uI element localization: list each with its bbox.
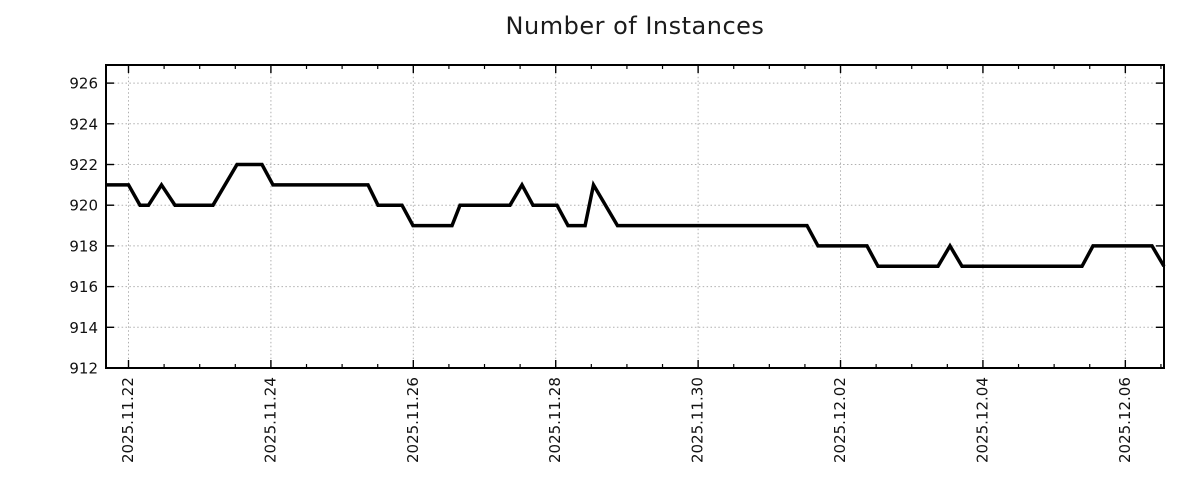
y-tick-label: 926 <box>69 75 98 93</box>
y-tick-label: 918 <box>69 237 98 255</box>
x-tick-label: 2025.11.30 <box>689 377 707 463</box>
y-tick-label: 914 <box>69 319 98 337</box>
x-tick-label: 2025.12.02 <box>831 377 849 463</box>
series-group <box>106 162 1166 269</box>
plot-border <box>105 64 1165 369</box>
y-tick-label: 912 <box>69 360 98 378</box>
y-tick-label: 920 <box>69 197 98 215</box>
y-tick-label: 916 <box>69 278 98 296</box>
x-tick-label: 2025.11.24 <box>261 377 279 463</box>
y-tick-label: 922 <box>69 156 98 174</box>
x-tick-label: 2025.11.22 <box>119 377 137 463</box>
x-tick-label: 2025.11.26 <box>404 377 422 463</box>
chart-title: Number of Instances <box>505 12 765 40</box>
tick-group <box>106 65 1164 369</box>
tick-label-group: 912 914 916 918 920 922 924 926 2025.11.22 2025.1… <box>69 75 1133 463</box>
grid-group <box>106 65 1164 368</box>
y-tick-label: 924 <box>69 115 98 133</box>
axis-group <box>105 64 1165 369</box>
x-tick-label: 2025.12.04 <box>973 377 991 463</box>
x-tick-label: 2025.11.28 <box>546 377 564 463</box>
x-tick-label: 2025.12.06 <box>1116 377 1134 463</box>
series-line <box>106 162 1166 269</box>
